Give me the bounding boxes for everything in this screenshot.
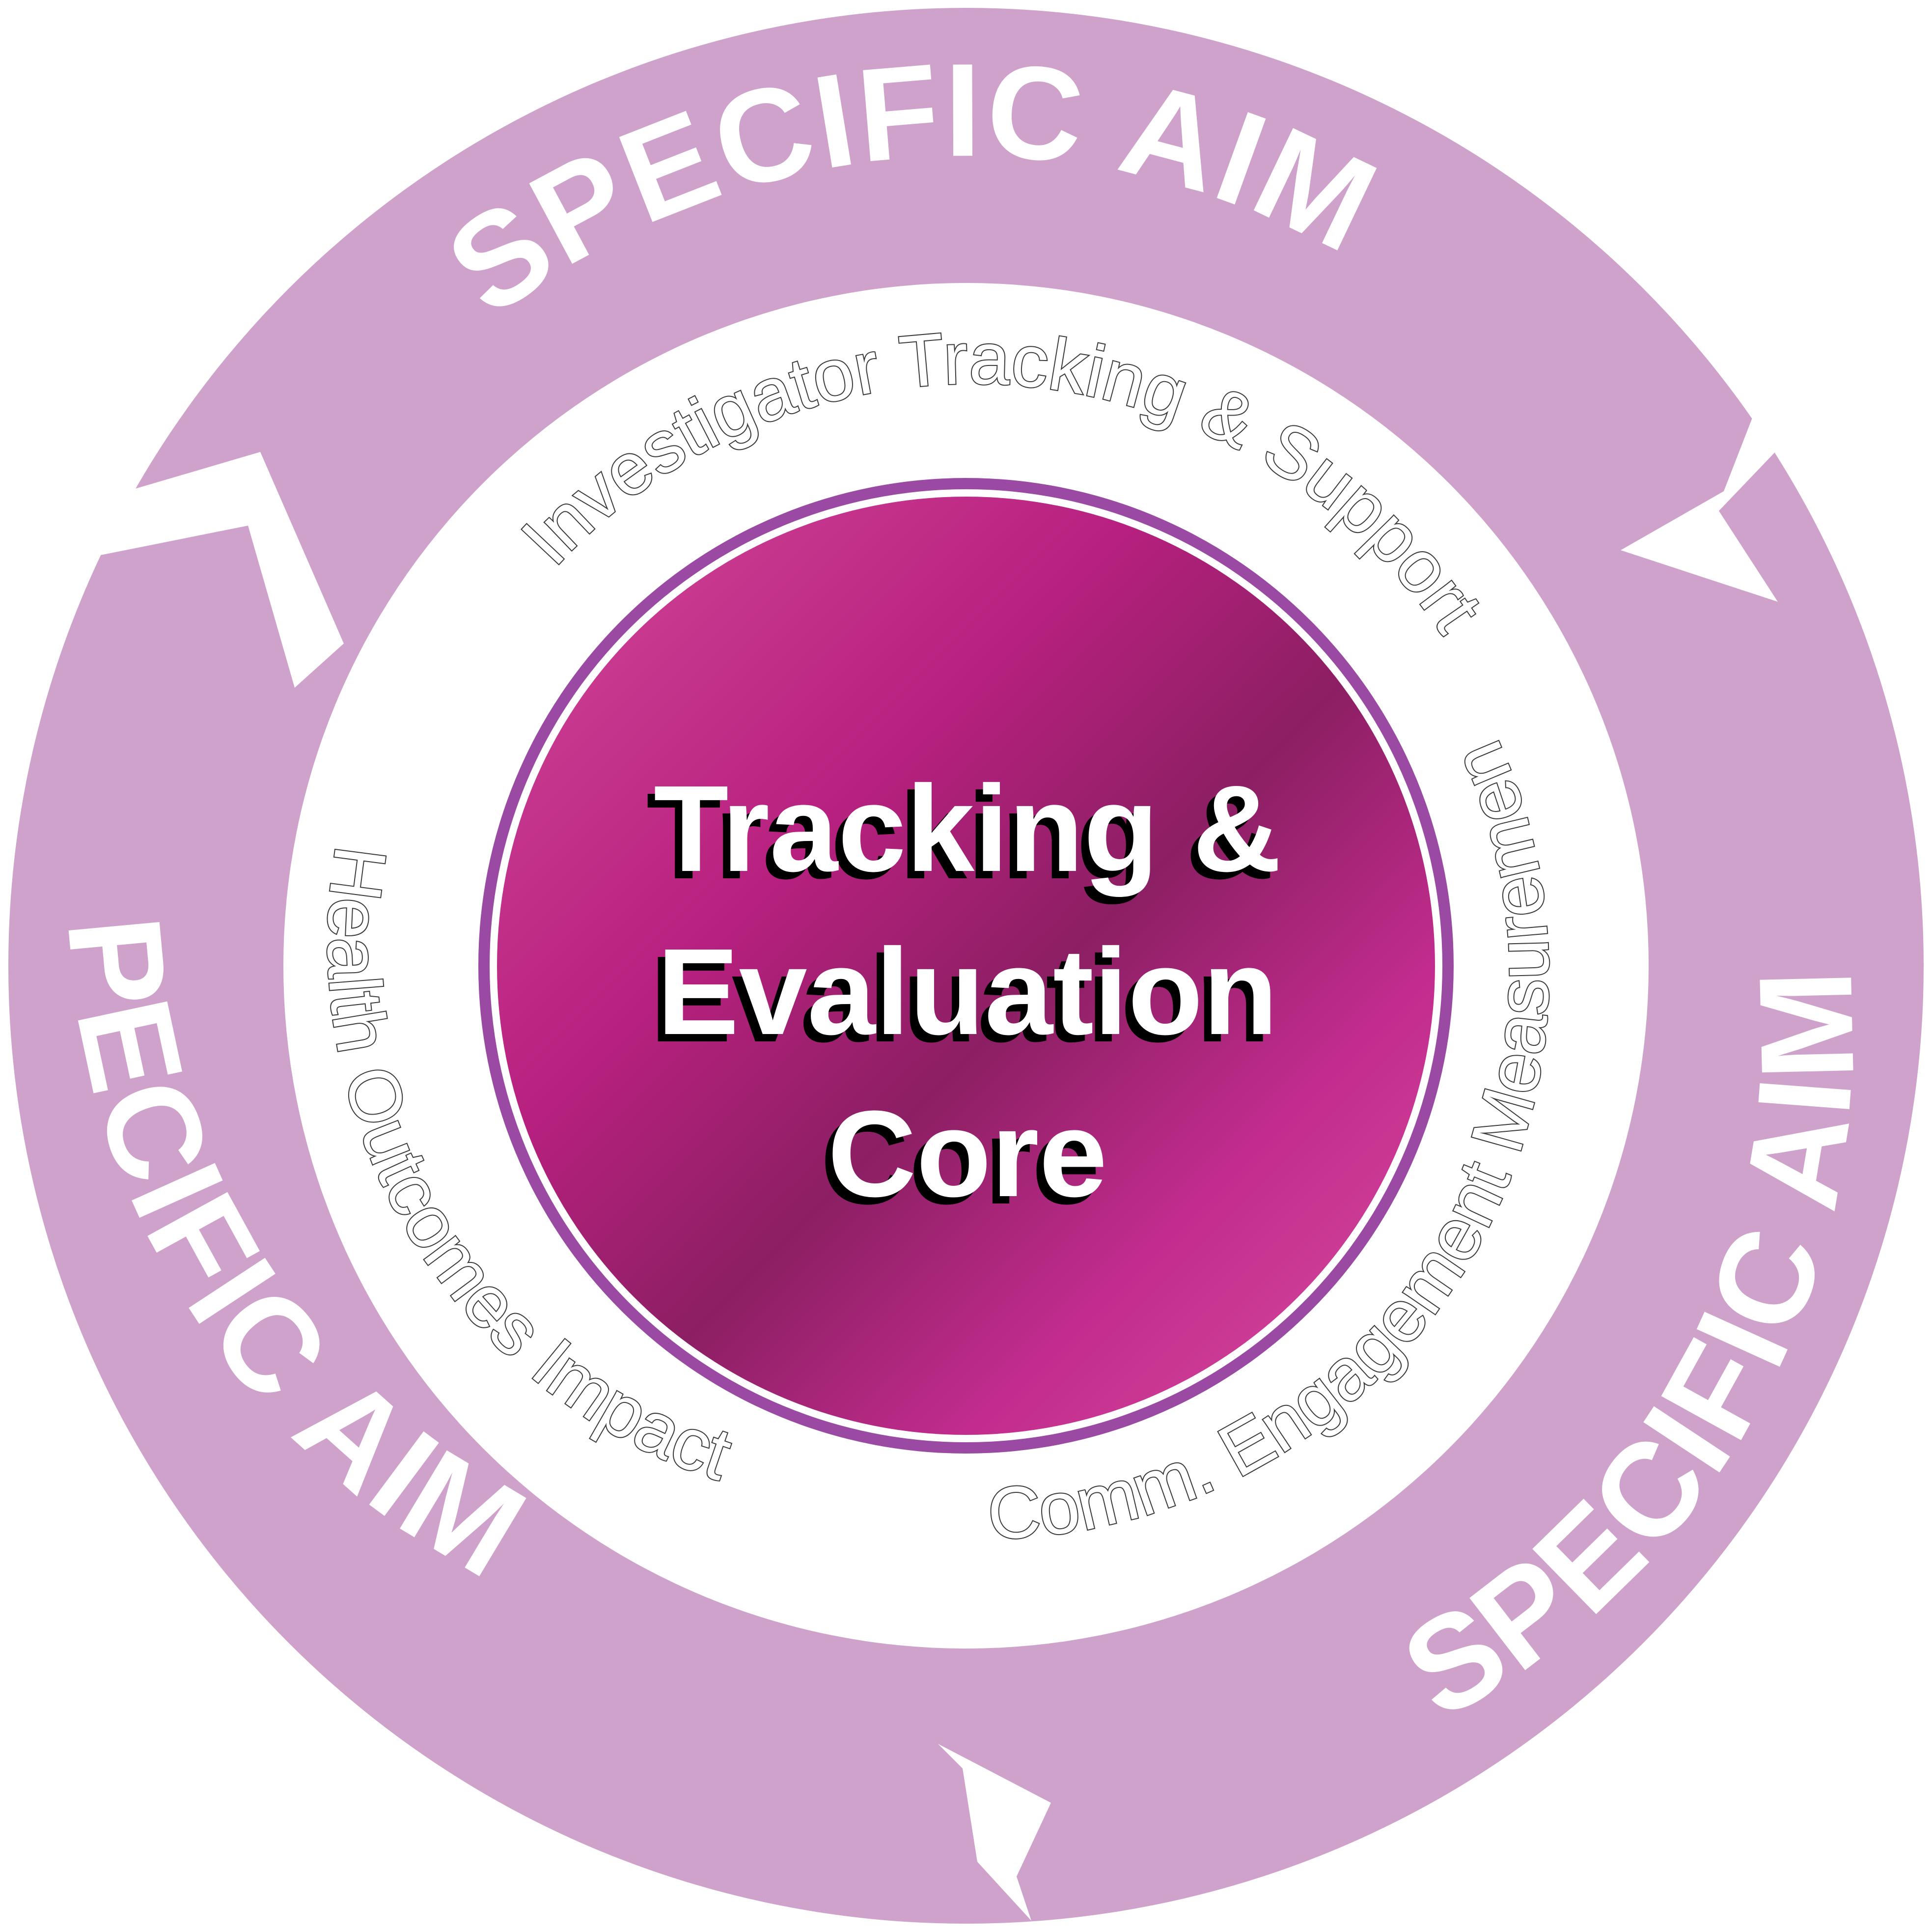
core-title-line2: Evaluation bbox=[657, 923, 1278, 1060]
core-circle bbox=[478, 478, 1454, 1454]
core-title: Tracking & Tracking & Evaluation Evaluat… bbox=[646, 760, 1281, 1230]
core-title-line3-shadow: Core bbox=[820, 1092, 1100, 1230]
core-title-line1: Tracking & bbox=[654, 760, 1281, 897]
segment-divider-top-right bbox=[1621, 398, 1827, 602]
core-title-line2-shadow: Evaluation bbox=[650, 930, 1270, 1067]
core-fill bbox=[497, 497, 1435, 1435]
core-title-line3: Core bbox=[828, 1085, 1107, 1222]
core-title-line1-shadow: Tracking & bbox=[646, 767, 1274, 904]
segment-divider-left bbox=[88, 452, 344, 688]
segment-divider-bottom bbox=[938, 1744, 1051, 1921]
